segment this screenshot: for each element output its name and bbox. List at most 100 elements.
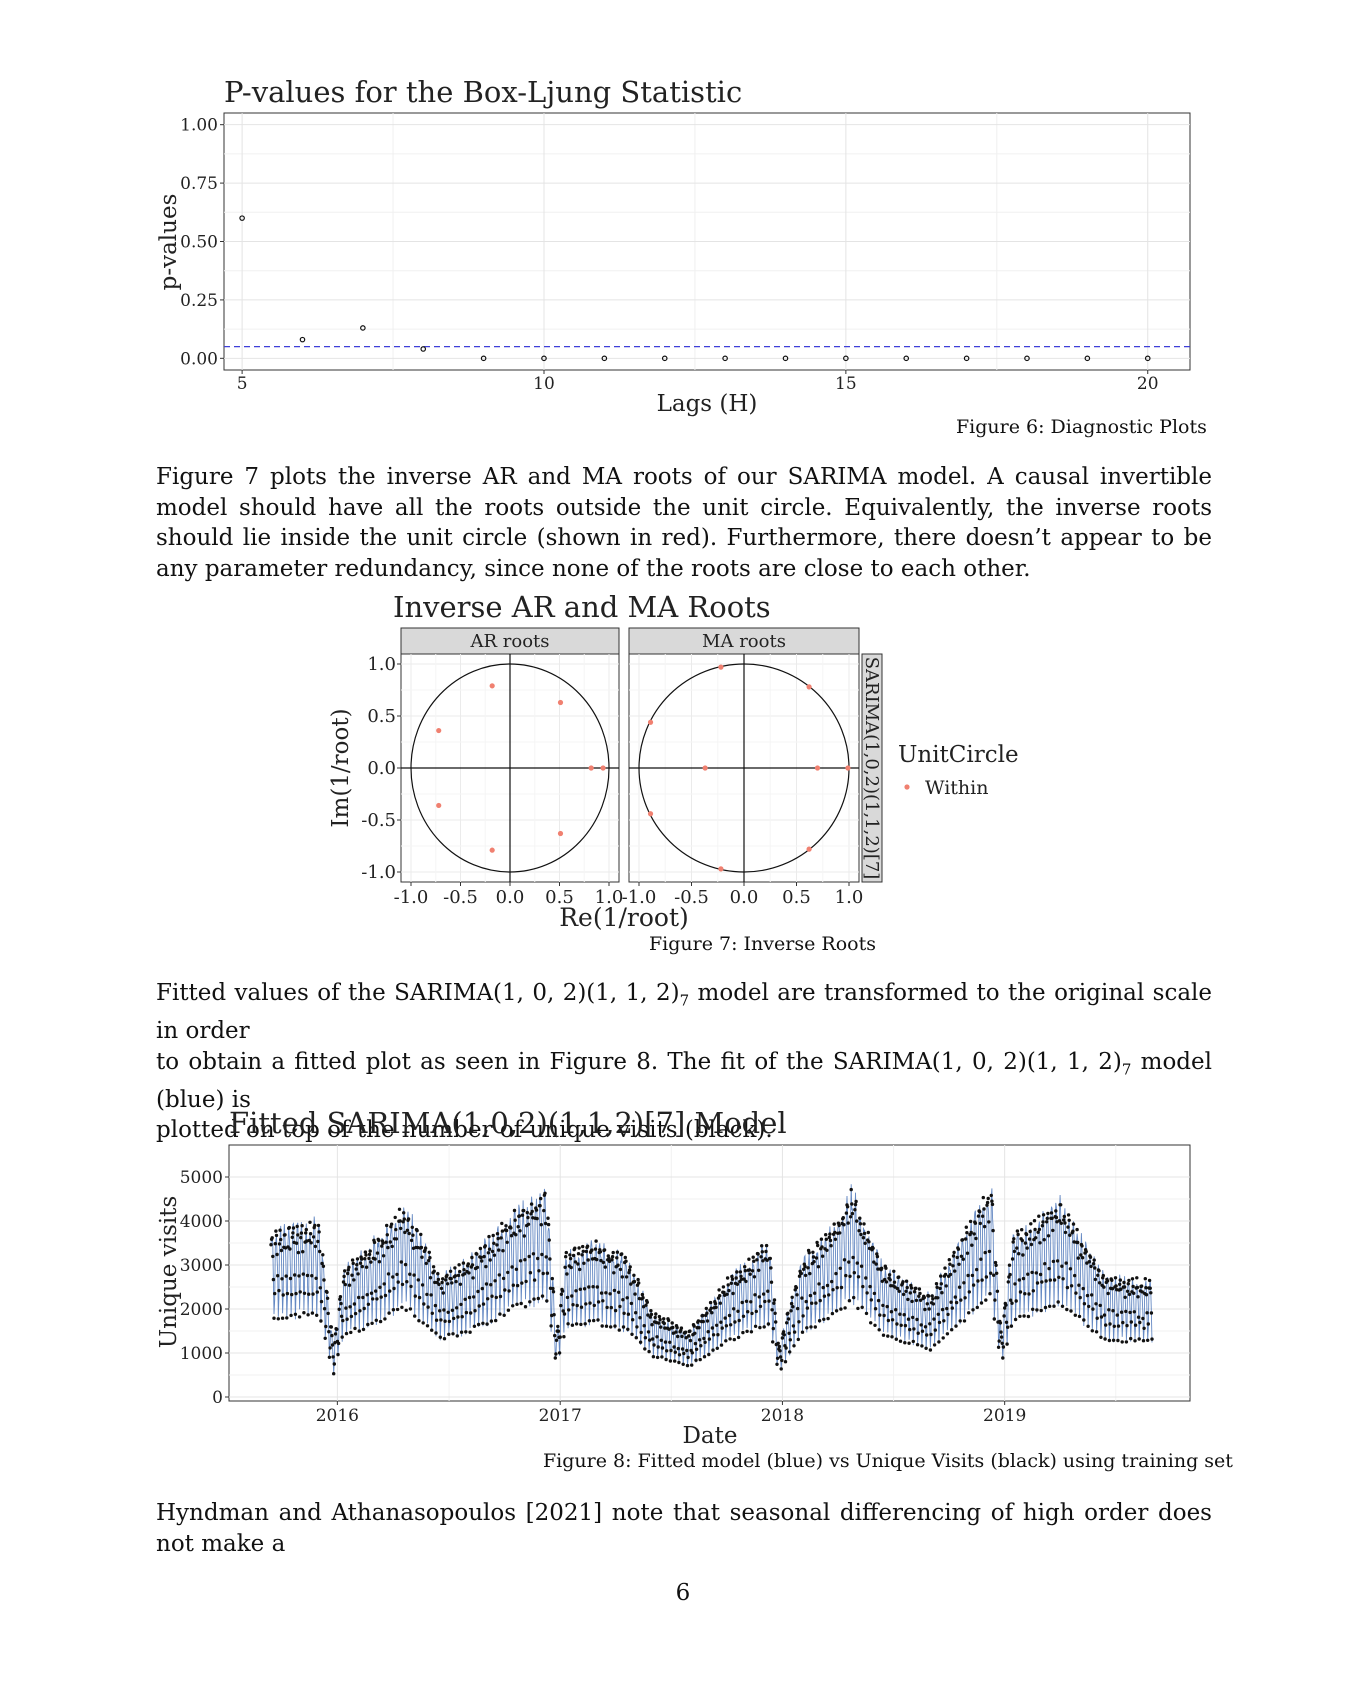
observed-point: [886, 1334, 890, 1338]
observed-point: [884, 1266, 888, 1270]
observed-point: [685, 1348, 689, 1353]
observed-point: [782, 1333, 786, 1337]
observed-point: [816, 1265, 821, 1269]
observed-point: [676, 1334, 680, 1339]
observed-point: [1000, 1341, 1004, 1346]
observed-point: [644, 1303, 648, 1307]
observed-point: [1023, 1292, 1027, 1296]
observed-point: [460, 1315, 464, 1319]
observed-point: [405, 1280, 409, 1284]
observed-point: [476, 1289, 480, 1294]
observed-point: [702, 1355, 707, 1359]
observed-point: [400, 1305, 404, 1310]
observed-point: [956, 1247, 961, 1251]
observed-point: [276, 1317, 280, 1321]
observed-point: [1040, 1224, 1045, 1228]
observed-point: [881, 1303, 885, 1308]
y-tick-label: 0.00: [180, 349, 218, 369]
observed-point: [930, 1294, 934, 1298]
observed-point: [721, 1285, 726, 1289]
observed-point: [270, 1236, 274, 1240]
observed-point: [957, 1285, 962, 1289]
observed-point: [624, 1275, 629, 1279]
observed-point: [628, 1265, 632, 1269]
fitted-model-chart: Fitted SARIMA(1,0,2)(1,1,2)[7] Model 201…: [156, 1106, 1191, 1449]
observed-point: [293, 1273, 297, 1277]
observed-point: [323, 1336, 327, 1341]
observed-point: [553, 1356, 557, 1360]
observed-point: [984, 1298, 988, 1302]
observed-point: [660, 1346, 665, 1350]
observed-point: [1104, 1323, 1108, 1327]
observed-point: [487, 1234, 491, 1239]
observed-point: [778, 1355, 783, 1359]
observed-point: [701, 1313, 705, 1318]
observed-point: [777, 1344, 782, 1349]
observed-point: [394, 1227, 398, 1232]
observed-point: [1024, 1232, 1029, 1237]
observed-point: [1015, 1246, 1019, 1250]
observed-point: [506, 1308, 511, 1312]
observed-point: [532, 1297, 536, 1301]
observed-point: [748, 1272, 752, 1276]
observed-point: [1097, 1269, 1101, 1273]
observed-point: [1052, 1304, 1056, 1308]
observed-point: [871, 1246, 875, 1251]
observed-point: [743, 1265, 747, 1269]
y-tick-label: 5000: [180, 1168, 223, 1188]
observed-point: [720, 1326, 724, 1330]
observed-point: [635, 1325, 639, 1329]
observed-point: [640, 1292, 645, 1297]
observed-point: [1107, 1338, 1112, 1343]
observed-point: [928, 1348, 933, 1352]
observed-point: [1091, 1262, 1096, 1266]
observed-point: [657, 1314, 662, 1319]
observed-point: [327, 1330, 331, 1334]
x-tick-label: 5: [237, 374, 248, 394]
y-tick-label: 1000: [180, 1344, 223, 1364]
observed-point: [904, 1279, 909, 1283]
observed-point: [910, 1299, 914, 1304]
observed-point: [765, 1258, 769, 1263]
observed-point: [876, 1298, 881, 1303]
observed-point: [925, 1333, 929, 1337]
observed-point: [408, 1307, 413, 1311]
text-run: to obtain a fitted plot as seen in Figur…: [156, 1048, 1122, 1075]
observed-point: [1034, 1236, 1038, 1240]
x-tick-label: 15: [835, 374, 857, 394]
observed-point: [742, 1277, 746, 1281]
observed-point: [915, 1317, 919, 1322]
observed-point: [562, 1335, 566, 1339]
observed-point: [518, 1229, 522, 1233]
observed-point: [464, 1330, 468, 1334]
observed-point: [565, 1295, 570, 1300]
observed-point: [358, 1309, 362, 1313]
observed-point: [539, 1196, 543, 1201]
observed-point: [824, 1237, 828, 1242]
observed-point: [350, 1258, 355, 1262]
observed-point: [285, 1291, 290, 1296]
observed-point: [311, 1292, 315, 1296]
observed-point: [1135, 1285, 1140, 1290]
observed-point: [749, 1300, 753, 1304]
observed-point: [541, 1271, 545, 1276]
observed-point: [595, 1257, 599, 1262]
observed-point: [634, 1311, 638, 1315]
observed-point: [483, 1244, 487, 1248]
observed-point: [683, 1330, 688, 1334]
observed-point: [484, 1264, 488, 1269]
observed-point: [715, 1346, 719, 1351]
observed-point: [1139, 1284, 1144, 1288]
observed-point: [796, 1337, 800, 1342]
y-tick-label: 0.5: [367, 706, 396, 727]
subscript: 7: [1121, 1060, 1132, 1079]
observed-point: [1040, 1280, 1044, 1284]
observed-point: [599, 1258, 603, 1263]
observed-point: [914, 1286, 918, 1291]
observed-point: [848, 1274, 852, 1279]
observed-point: [957, 1262, 961, 1267]
observed-point: [922, 1295, 926, 1300]
observed-point: [735, 1282, 740, 1287]
observed-point: [391, 1275, 395, 1279]
root-point: [718, 866, 724, 872]
